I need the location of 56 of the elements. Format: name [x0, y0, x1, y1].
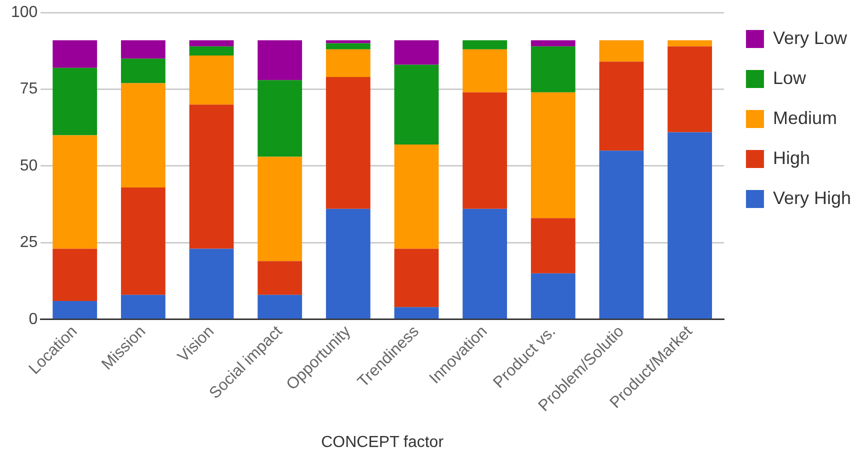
bar [530, 218, 576, 274]
bar [394, 144, 439, 249]
bar [530, 46, 576, 92]
bar [189, 248, 234, 319]
bar [462, 208, 508, 319]
bar [326, 40, 370, 44]
bar [530, 273, 576, 319]
y-tick-label: 100 [10, 4, 38, 22]
bar [120, 294, 166, 319]
bar [189, 56, 234, 105]
bar [120, 40, 166, 59]
bar [120, 58, 166, 84]
bar [120, 83, 166, 188]
bar [668, 40, 712, 46]
bar [394, 307, 439, 319]
bar [258, 294, 302, 319]
bar [52, 248, 98, 301]
bar [120, 187, 166, 295]
bar [462, 40, 508, 50]
bar [462, 92, 508, 209]
legend-label: Medium [772, 108, 837, 128]
y-tick-label: 0 [28, 310, 38, 328]
legend-label: Very Low [772, 28, 848, 48]
bar [189, 46, 234, 56]
bar [258, 156, 302, 262]
bar [326, 77, 370, 209]
bar [599, 150, 644, 319]
bar [668, 132, 712, 319]
bar [599, 62, 644, 151]
legend-label: Very High [772, 188, 852, 208]
legend-label: High [772, 148, 810, 168]
bar [52, 68, 98, 136]
x-axis-title: CONCEPT factor [321, 434, 444, 451]
bar [52, 135, 98, 249]
bar [258, 261, 302, 295]
bar [52, 300, 98, 319]
bar [599, 40, 644, 62]
bar [258, 40, 302, 80]
bar [326, 43, 370, 50]
bar [530, 92, 576, 218]
bar [52, 40, 98, 68]
bar [189, 104, 234, 249]
bar [462, 49, 508, 92]
bar [326, 208, 370, 319]
bar [189, 40, 234, 46]
bar [530, 40, 576, 46]
bar [326, 49, 370, 78]
bar [394, 64, 439, 145]
y-tick-label: 50 [20, 157, 38, 174]
y-tick-label: 75 [20, 80, 38, 98]
bar [258, 80, 302, 157]
bar [394, 40, 439, 65]
bar [394, 248, 439, 308]
legend-label: Low [772, 68, 807, 88]
bar [668, 46, 712, 132]
y-tick-label: 25 [20, 234, 38, 252]
